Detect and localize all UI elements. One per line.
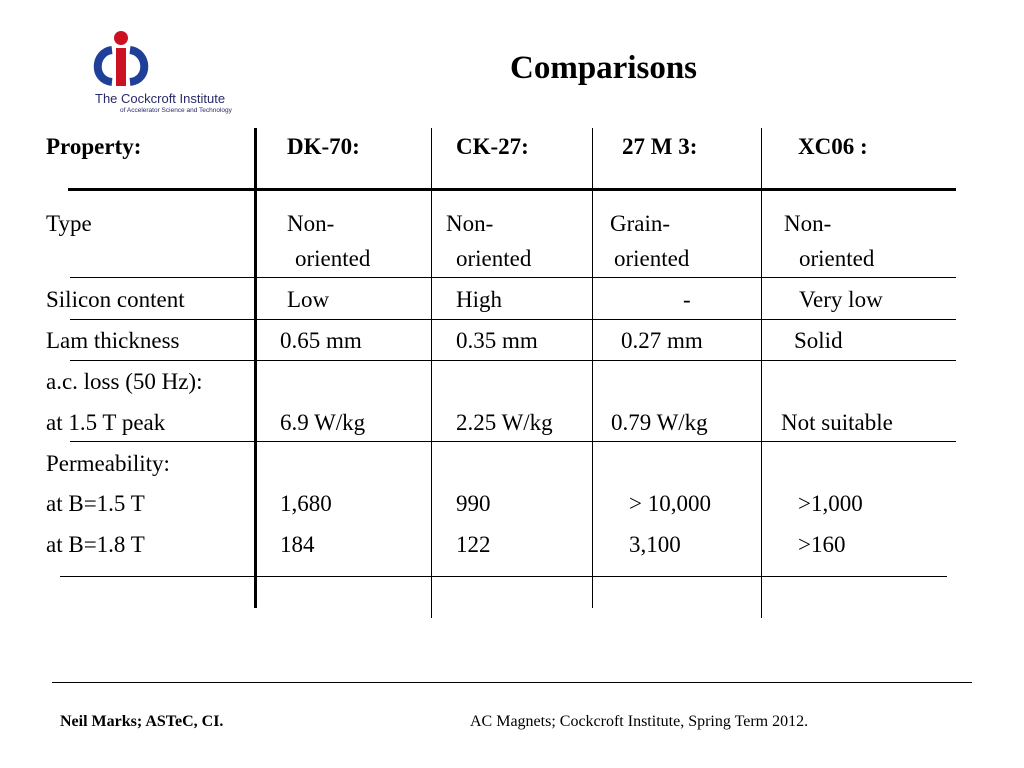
- footer-author: Neil Marks; ASTeC, CI.: [60, 713, 224, 730]
- table-cell: Non-: [446, 211, 494, 236]
- table-cell: 0.27 mm: [621, 328, 703, 353]
- row-rule: [60, 576, 947, 577]
- table-cell: 3,100: [629, 532, 681, 557]
- table-cell: 1,680: [280, 491, 332, 516]
- table-cell: High: [456, 287, 502, 312]
- row-label: Permeability:: [46, 451, 170, 476]
- table-cell: Very low: [799, 287, 883, 312]
- row-label: at B=1.8 T: [46, 532, 145, 557]
- table-cell: Non-: [784, 211, 832, 236]
- table-cell: oriented: [295, 246, 371, 271]
- header-property: Property:: [46, 134, 142, 159]
- row-label: at B=1.5 T: [46, 491, 145, 516]
- table-cell: >1,000: [798, 491, 863, 516]
- footer-course: AC Magnets; Cockcroft Institute, Spring …: [470, 713, 809, 730]
- table-cell: Not suitable: [781, 410, 893, 435]
- cockcroft-institute-logo: The Cockcroft Institute of Accelerator S…: [90, 28, 246, 118]
- slide-title: Comparisons: [510, 50, 698, 86]
- row-rule: [70, 319, 956, 320]
- table-cell: >160: [798, 532, 846, 557]
- table-cell: Non-: [287, 211, 335, 236]
- table-cell: Solid: [794, 328, 843, 353]
- table-cell: 0.79 W/kg: [611, 410, 708, 435]
- row-label: Silicon content: [46, 287, 185, 312]
- table-cell: oriented: [456, 246, 532, 271]
- table-cell: Grain-: [610, 211, 671, 236]
- row-rule: [70, 277, 956, 278]
- table-cell: oriented: [799, 246, 875, 271]
- column-divider-1: [431, 128, 432, 618]
- table-cell: 122: [456, 532, 491, 557]
- logo-text-sub: of Accelerator Science and Technology: [120, 107, 232, 114]
- header-rule: [68, 188, 956, 191]
- column-divider-main: [254, 128, 257, 608]
- row-label: a.c. loss (50 Hz):: [46, 369, 203, 394]
- table-cell: 990: [456, 491, 491, 516]
- logo-text-main: The Cockcroft Institute: [95, 91, 226, 106]
- table-cell: -: [683, 287, 691, 312]
- row-label: Lam thickness: [46, 328, 180, 353]
- header-xc06: XC06 :: [798, 134, 868, 159]
- table-cell: > 10,000: [629, 491, 711, 516]
- table-cell: Low: [287, 287, 330, 312]
- table-cell: oriented: [614, 246, 690, 271]
- footer-rule: [52, 682, 972, 683]
- row-rule: [70, 441, 956, 442]
- table-cell: 6.9 W/kg: [280, 410, 366, 435]
- column-divider-2: [592, 128, 593, 608]
- row-label: at 1.5 T peak: [46, 410, 166, 435]
- table-cell: 2.25 W/kg: [456, 410, 553, 435]
- row-rule: [70, 360, 956, 361]
- logo-mark-icon: [93, 31, 149, 86]
- table-cell: 0.35 mm: [456, 328, 538, 353]
- header-dk70: DK-70:: [287, 134, 360, 159]
- header-ck27: CK-27:: [456, 134, 529, 159]
- header-27m3: 27 M 3:: [622, 134, 698, 159]
- table-cell: 0.65 mm: [280, 328, 362, 353]
- table-cell: 184: [280, 532, 315, 557]
- column-divider-3: [761, 128, 762, 618]
- row-label: Type: [46, 211, 92, 236]
